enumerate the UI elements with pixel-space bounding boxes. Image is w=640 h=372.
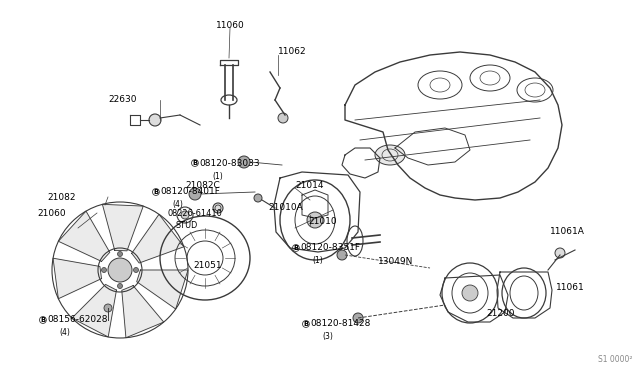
Text: 21082C: 21082C: [185, 180, 220, 189]
Text: 11060: 11060: [216, 20, 244, 29]
Ellipse shape: [375, 145, 405, 165]
Text: 21200: 21200: [486, 310, 515, 318]
Text: (4): (4): [59, 328, 70, 337]
Text: 11061A: 11061A: [550, 228, 585, 237]
Text: STUD: STUD: [175, 221, 197, 230]
Text: 21060: 21060: [37, 208, 66, 218]
Text: 21010A: 21010A: [268, 202, 303, 212]
Ellipse shape: [462, 285, 478, 301]
Text: 21051: 21051: [193, 260, 221, 269]
Circle shape: [189, 188, 201, 200]
Text: B: B: [193, 160, 198, 166]
Text: (1): (1): [312, 257, 323, 266]
Circle shape: [118, 251, 122, 257]
Text: 13049N: 13049N: [378, 257, 413, 266]
Circle shape: [278, 113, 288, 123]
Text: 08120-8351F: 08120-8351F: [301, 244, 361, 253]
Circle shape: [337, 250, 347, 260]
Circle shape: [102, 267, 106, 273]
Text: (4): (4): [172, 201, 183, 209]
Circle shape: [118, 283, 122, 289]
Text: 11062: 11062: [278, 48, 307, 57]
Text: 08120-83033: 08120-83033: [200, 158, 260, 167]
Text: (3): (3): [322, 333, 333, 341]
Polygon shape: [53, 258, 102, 299]
Polygon shape: [58, 211, 110, 262]
Circle shape: [149, 114, 161, 126]
Circle shape: [181, 211, 189, 219]
Circle shape: [254, 194, 262, 202]
Text: B: B: [154, 189, 159, 195]
Polygon shape: [137, 270, 188, 309]
Ellipse shape: [307, 212, 323, 228]
Polygon shape: [72, 285, 116, 337]
Text: B: B: [303, 321, 308, 327]
Text: B: B: [40, 317, 45, 323]
Text: B: B: [293, 245, 298, 251]
Text: 11061: 11061: [556, 283, 585, 292]
Text: 21010: 21010: [308, 218, 337, 227]
Text: 21082: 21082: [47, 192, 76, 202]
Text: 08120-8401F: 08120-8401F: [161, 187, 221, 196]
Circle shape: [134, 267, 138, 273]
Circle shape: [213, 203, 223, 213]
Circle shape: [108, 258, 132, 282]
Polygon shape: [132, 214, 184, 263]
Circle shape: [555, 248, 565, 258]
Polygon shape: [122, 286, 164, 338]
Text: (1): (1): [212, 173, 223, 182]
Text: S1 0000²: S1 0000²: [598, 355, 632, 364]
Text: 08120-81428: 08120-81428: [311, 320, 371, 328]
Text: 22630: 22630: [108, 96, 136, 105]
Circle shape: [353, 313, 363, 323]
Circle shape: [104, 304, 112, 312]
Text: 08156-62028: 08156-62028: [48, 315, 108, 324]
Text: 21014: 21014: [295, 182, 323, 190]
Polygon shape: [102, 204, 143, 251]
Circle shape: [238, 156, 250, 168]
Text: 08226-61410: 08226-61410: [168, 208, 223, 218]
